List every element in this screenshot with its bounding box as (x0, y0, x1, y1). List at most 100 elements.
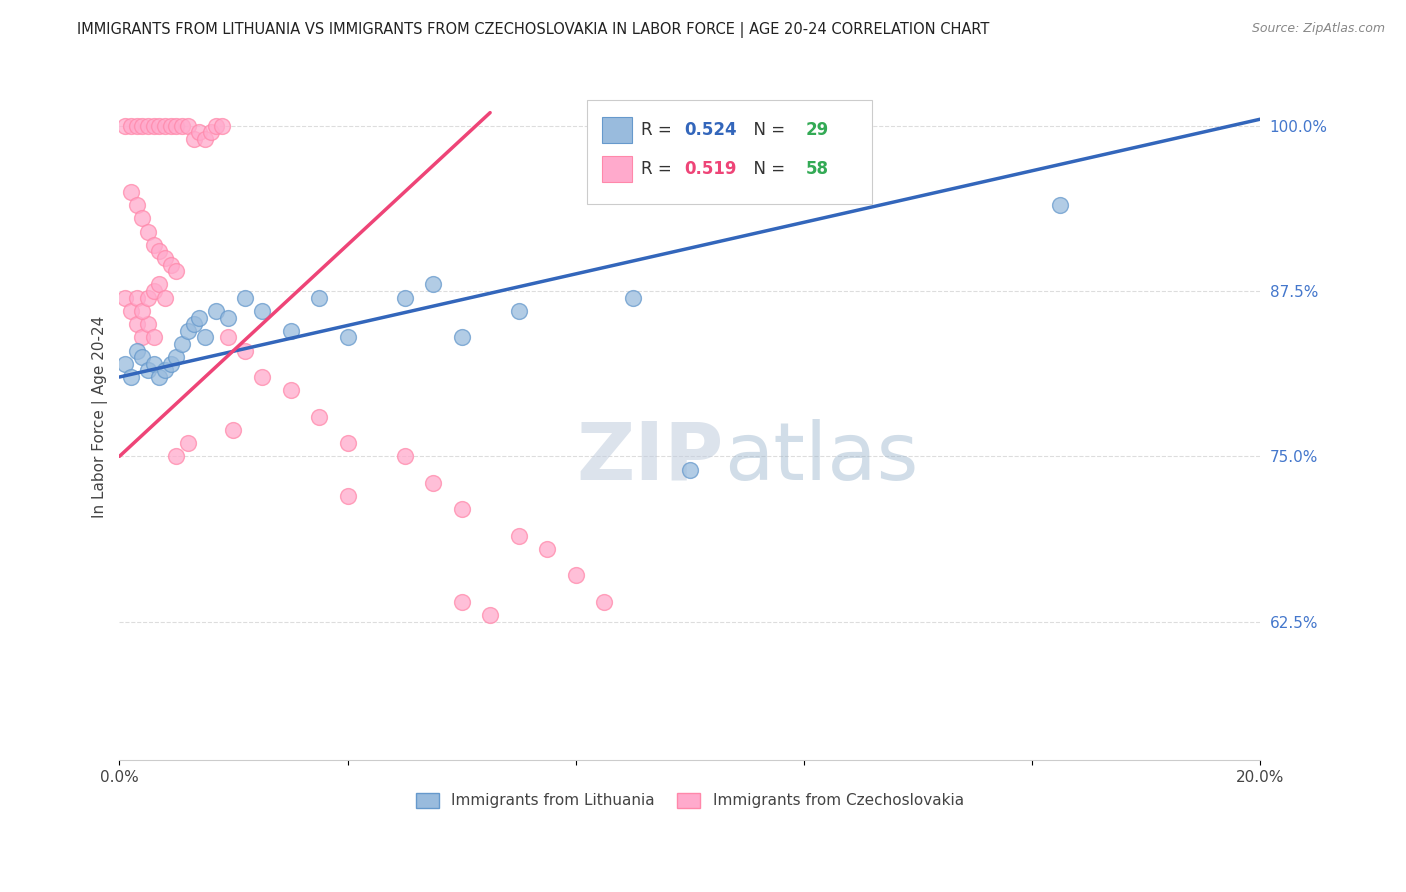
Point (177, 324, 200, 338)
Point (593, 595, 616, 609)
Point (188, 310, 211, 325)
Point (621, 291, 644, 305)
Point (394, 450, 416, 464)
Point (153, 363, 176, 377)
Point (142, 284, 165, 298)
Point (136, 363, 159, 377)
Point (422, 475, 444, 490)
Point (136, 317, 159, 331)
Point (125, 291, 148, 305)
Point (125, 343, 148, 358)
Point (166, 264, 188, 278)
Point (172, 119, 194, 133)
Point (336, 489, 359, 503)
Point (205, 119, 228, 133)
Point (250, 370, 273, 384)
Point (422, 277, 444, 292)
Point (120, 119, 142, 133)
Point (120, 185, 142, 199)
Legend: Immigrants from Lithuania, Immigrants from Czechoslovakia: Immigrants from Lithuania, Immigrants fr… (409, 787, 970, 814)
Point (131, 119, 153, 133)
Point (159, 258, 181, 272)
Point (120, 370, 142, 384)
Point (450, 330, 472, 344)
Point (217, 310, 239, 325)
Point (159, 119, 181, 133)
FancyBboxPatch shape (602, 156, 631, 182)
Point (336, 330, 359, 344)
Point (125, 119, 148, 133)
Point (136, 225, 159, 239)
Point (679, 462, 702, 476)
Text: atlas: atlas (724, 419, 918, 497)
Point (114, 291, 136, 305)
Point (280, 383, 302, 397)
FancyBboxPatch shape (588, 101, 872, 203)
Y-axis label: In Labor Force | Age 20-24: In Labor Force | Age 20-24 (93, 316, 108, 518)
Point (148, 244, 170, 259)
Point (194, 132, 217, 146)
Point (564, 568, 586, 582)
Point (336, 436, 359, 450)
Text: IMMIGRANTS FROM LITHUANIA VS IMMIGRANTS FROM CZECHOSLOVAKIA IN LABOR FORCE | AGE: IMMIGRANTS FROM LITHUANIA VS IMMIGRANTS … (77, 22, 990, 38)
Point (125, 198, 148, 212)
Point (194, 330, 217, 344)
Text: 0.519: 0.519 (685, 161, 737, 178)
Point (166, 119, 188, 133)
Point (250, 304, 273, 318)
Text: 58: 58 (806, 161, 830, 178)
Text: ZIP: ZIP (576, 419, 724, 497)
Point (211, 119, 233, 133)
Point (188, 126, 211, 140)
Point (153, 251, 176, 265)
Text: 29: 29 (806, 121, 830, 139)
Point (148, 119, 170, 133)
FancyBboxPatch shape (602, 117, 631, 143)
Point (172, 337, 194, 351)
Text: N =: N = (744, 161, 790, 178)
Point (217, 330, 239, 344)
Text: R =: R = (641, 161, 676, 178)
Point (308, 291, 330, 305)
Point (142, 330, 165, 344)
Point (508, 304, 530, 318)
Point (125, 317, 148, 331)
Point (1049, 198, 1071, 212)
Point (166, 350, 188, 364)
Point (233, 291, 256, 305)
Point (136, 291, 159, 305)
Point (450, 595, 472, 609)
Point (508, 529, 530, 543)
Point (394, 291, 416, 305)
Point (153, 291, 176, 305)
Point (120, 304, 142, 318)
Point (205, 304, 228, 318)
Point (131, 304, 153, 318)
Point (200, 126, 222, 140)
Point (177, 436, 200, 450)
Text: R =: R = (641, 121, 676, 139)
Point (131, 211, 153, 226)
Point (131, 350, 153, 364)
Text: 0.524: 0.524 (685, 121, 737, 139)
Point (148, 370, 170, 384)
Point (114, 357, 136, 371)
Point (142, 119, 165, 133)
Point (183, 317, 205, 331)
Point (148, 277, 170, 292)
Point (222, 423, 245, 437)
Point (280, 324, 302, 338)
Text: Source: ZipAtlas.com: Source: ZipAtlas.com (1251, 22, 1385, 36)
Point (450, 502, 472, 516)
Point (142, 357, 165, 371)
Point (153, 119, 176, 133)
Text: N =: N = (744, 121, 790, 139)
Point (479, 607, 502, 622)
Point (536, 541, 558, 556)
Point (142, 237, 165, 252)
Point (131, 330, 153, 344)
Point (159, 357, 181, 371)
Point (136, 119, 159, 133)
Point (166, 450, 188, 464)
Point (114, 119, 136, 133)
